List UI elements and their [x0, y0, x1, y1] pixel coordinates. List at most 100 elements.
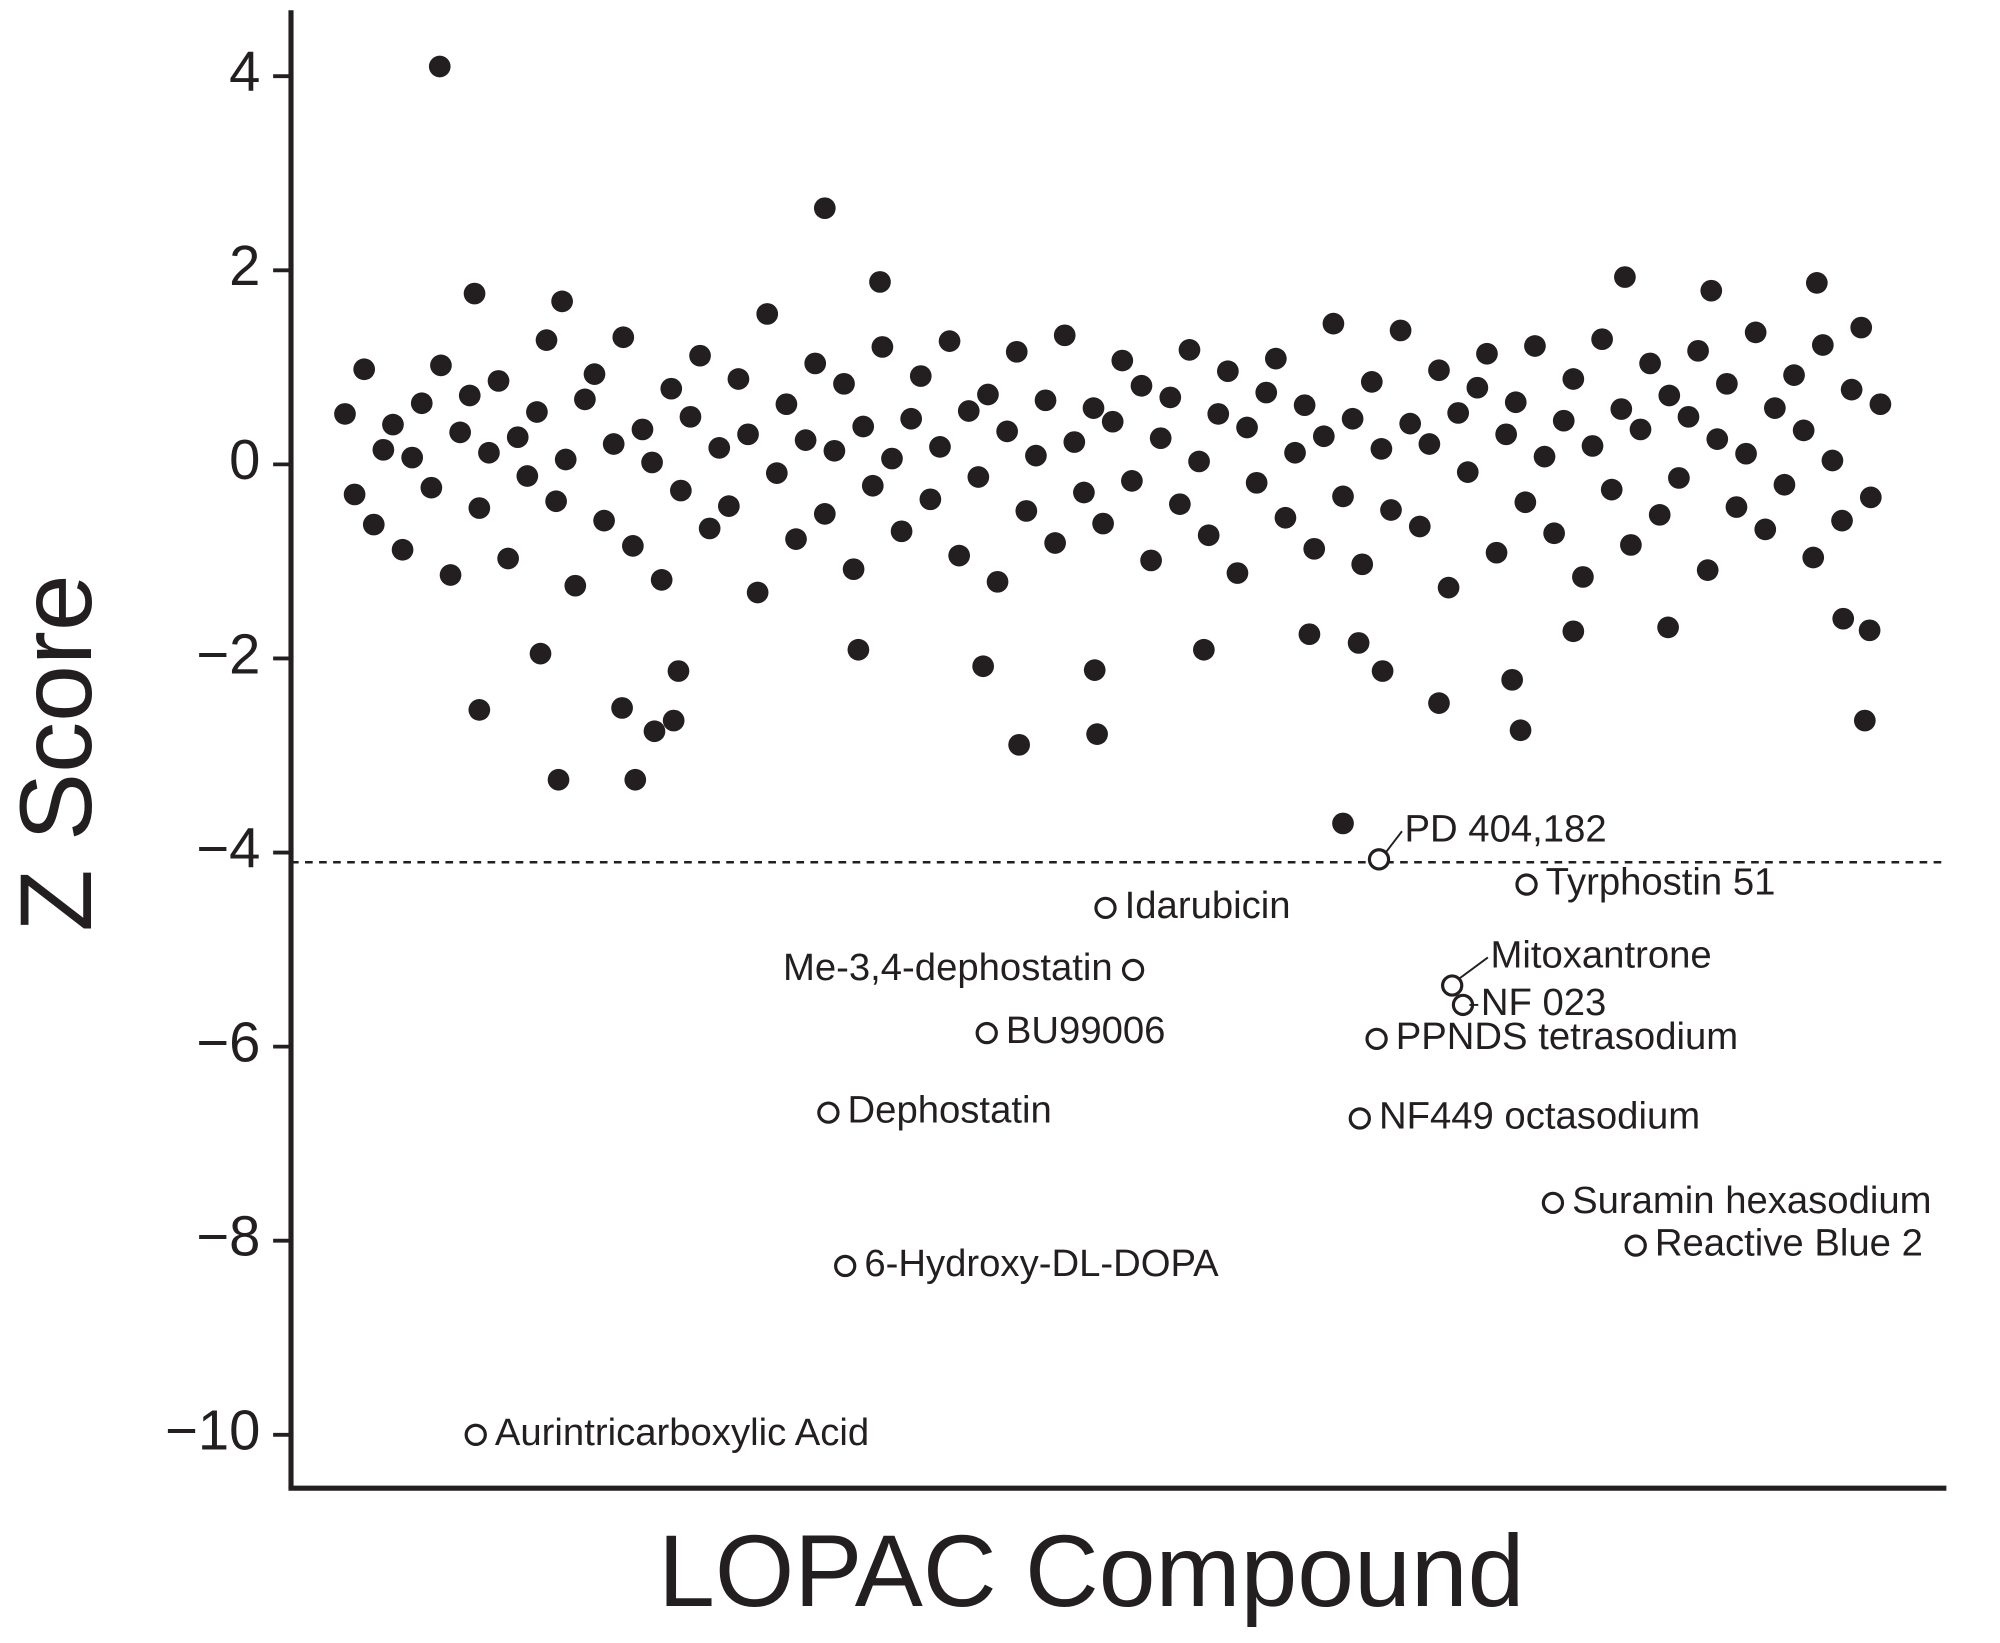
point	[641, 451, 663, 474]
point	[842, 558, 865, 581]
point	[1610, 398, 1633, 420]
hit-label: Tyrphostin 51	[1546, 861, 1776, 904]
point	[1725, 496, 1748, 518]
point	[1840, 378, 1863, 401]
point	[1360, 371, 1383, 393]
point	[1082, 397, 1105, 419]
hit-point	[817, 1101, 840, 1124]
point	[871, 336, 894, 358]
point	[574, 388, 596, 411]
point	[977, 383, 999, 406]
point	[698, 517, 721, 540]
point	[1293, 394, 1316, 417]
hit-label: NF 023	[1481, 981, 1607, 1024]
point	[804, 352, 827, 375]
point	[1025, 444, 1047, 467]
point	[401, 446, 424, 469]
point	[785, 528, 807, 550]
point	[972, 655, 994, 678]
point	[1802, 546, 1825, 569]
point	[900, 407, 923, 430]
point	[1121, 470, 1143, 492]
point	[1614, 266, 1636, 288]
point	[1639, 352, 1661, 375]
point	[1509, 719, 1532, 742]
point	[869, 271, 891, 293]
hit-point	[1624, 1234, 1647, 1257]
point	[1399, 412, 1422, 435]
point	[1101, 410, 1124, 433]
point	[1783, 364, 1805, 386]
point	[1380, 499, 1402, 521]
point	[919, 488, 942, 511]
point	[382, 413, 404, 436]
point	[1092, 512, 1114, 535]
point	[430, 354, 452, 377]
point	[650, 569, 673, 591]
hit-label: Me-3,4-dephostatin	[783, 946, 1113, 989]
point	[526, 401, 548, 423]
point	[1792, 419, 1815, 442]
point	[957, 400, 980, 422]
point	[881, 447, 903, 470]
point	[1456, 461, 1479, 483]
point	[1284, 441, 1306, 464]
point	[833, 372, 855, 395]
point	[1236, 416, 1258, 439]
point	[1805, 272, 1828, 294]
point	[478, 441, 500, 464]
point	[890, 520, 913, 543]
point	[813, 503, 836, 525]
point	[353, 358, 376, 381]
point	[1207, 403, 1230, 425]
point	[362, 513, 385, 536]
point	[506, 426, 529, 449]
point	[1677, 405, 1700, 428]
point	[1591, 328, 1613, 351]
point	[1514, 491, 1537, 514]
point	[670, 479, 692, 502]
point	[1485, 541, 1508, 564]
y-tick-label: −4	[196, 816, 260, 879]
point	[1735, 442, 1757, 465]
hit-label: Reactive Blue 2	[1655, 1222, 1923, 1265]
point	[938, 330, 961, 352]
point	[458, 384, 481, 407]
point	[847, 638, 870, 661]
point	[1629, 418, 1652, 441]
point	[1188, 450, 1210, 473]
point	[463, 282, 486, 305]
hit-point	[1515, 873, 1538, 896]
point	[1245, 471, 1268, 494]
hit-label: Idarubicin	[1125, 884, 1291, 927]
point	[948, 544, 971, 567]
point	[420, 476, 443, 499]
point	[1008, 733, 1030, 756]
leader-line	[1457, 956, 1489, 980]
point	[1552, 409, 1575, 432]
point	[1063, 431, 1086, 453]
y-axis-title: Z Score	[0, 574, 113, 931]
point	[727, 368, 750, 390]
point	[756, 303, 779, 325]
hit-point	[1121, 958, 1145, 982]
point	[554, 448, 577, 471]
point	[1524, 335, 1546, 357]
point	[1572, 566, 1594, 588]
point	[1764, 397, 1786, 419]
point	[662, 709, 685, 732]
point	[1562, 620, 1585, 643]
point	[1053, 324, 1076, 347]
point	[1226, 562, 1249, 584]
point	[1332, 812, 1354, 835]
point	[643, 720, 666, 743]
point	[1169, 493, 1191, 516]
point	[611, 697, 633, 719]
point	[1869, 393, 1892, 416]
point	[1533, 445, 1556, 468]
point	[1034, 389, 1057, 412]
point	[1341, 407, 1364, 430]
point	[1111, 349, 1134, 372]
point	[1370, 437, 1393, 460]
